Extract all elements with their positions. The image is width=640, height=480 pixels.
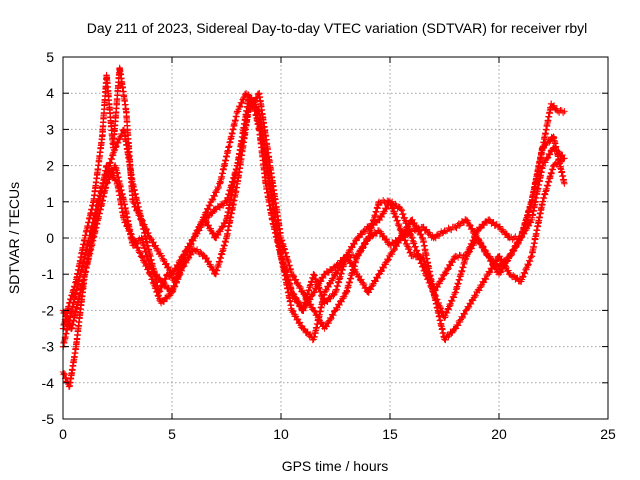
y-tick-label: 2	[46, 158, 54, 174]
x-tick-label: 10	[273, 426, 289, 442]
axis-ticks	[62, 56, 609, 420]
y-tick-label: -2	[42, 302, 55, 318]
data-points	[59, 64, 568, 390]
y-tick-label: -5	[42, 411, 55, 427]
y-axis-label: SDTVAR / TECUs	[6, 182, 22, 294]
tick-labels: 0 5 10 15 20 25 -5 -4 -3 -2 -1 0 1 2 3 4 5	[42, 49, 616, 442]
x-tick-label: 25	[600, 426, 616, 442]
y-tick-label: 3	[46, 121, 54, 137]
y-tick-label: 0	[46, 230, 54, 246]
y-tick-label: -1	[42, 266, 55, 282]
x-tick-label: 0	[59, 426, 67, 442]
chart-title: Day 211 of 2023, Sidereal Day-to-day VTE…	[87, 20, 588, 36]
y-tick-label: 1	[46, 194, 54, 210]
y-tick-label: -3	[42, 339, 55, 355]
y-tick-label: -4	[42, 375, 55, 391]
x-tick-label: 5	[168, 426, 176, 442]
x-tick-label: 20	[491, 426, 507, 442]
y-tick-label: 5	[46, 49, 54, 65]
x-tick-label: 15	[382, 426, 398, 442]
x-axis-label: GPS time / hours	[282, 458, 389, 474]
y-tick-label: 4	[46, 85, 54, 101]
